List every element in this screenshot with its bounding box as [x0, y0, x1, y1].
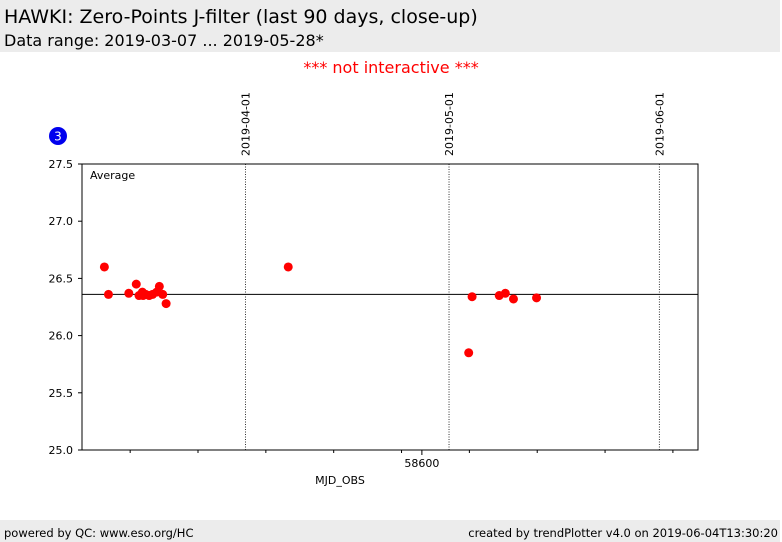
y-tick-label: 26.0 [49, 330, 74, 343]
not-interactive-notice: *** not interactive *** [303, 58, 479, 77]
data-point [532, 293, 542, 303]
data-point [131, 279, 141, 289]
average-label: Average [90, 169, 135, 182]
footer-created-by: created by trendPlotter v4.0 on 2019-06-… [468, 526, 778, 540]
data-point [103, 289, 113, 299]
data-point [99, 262, 109, 272]
data-point [508, 294, 518, 304]
badge-circle [49, 127, 67, 145]
header-band: HAWKI: Zero-Points J-filter (last 90 day… [0, 0, 780, 52]
page-title: HAWKI: Zero-Points J-filter (last 90 day… [4, 6, 478, 28]
date-marker-label: 2019-05-01 [443, 92, 456, 156]
data-point [154, 281, 164, 291]
data-point [158, 289, 168, 299]
plot-frame [81, 163, 699, 451]
footer-powered-by: powered by QC: www.eso.org/HC [4, 526, 194, 540]
data-point [124, 288, 134, 298]
data-point [467, 292, 477, 302]
data-point [464, 348, 474, 358]
date-marker-label: 2019-04-01 [239, 92, 252, 156]
data-point [283, 262, 293, 272]
footer-band: powered by QC: www.eso.org/HC created by… [0, 520, 780, 542]
x-axis-label: MJD_OBS [315, 474, 365, 487]
y-tick-label: 27.0 [49, 215, 74, 228]
y-tick-label: 26.5 [49, 272, 74, 285]
badge-label: 3 [54, 130, 62, 144]
data-point [500, 288, 510, 298]
x-tick-label: 58600 [404, 457, 439, 470]
date-marker-label: 2019-06-01 [653, 92, 666, 156]
y-tick-label: 27.5 [49, 158, 74, 171]
y-tick-label: 25.0 [49, 444, 74, 457]
data-range-subtitle: Data range: 2019-03-07 ... 2019-05-28* [4, 31, 324, 50]
data-point [161, 299, 171, 309]
y-tick-label: 25.5 [49, 387, 74, 400]
